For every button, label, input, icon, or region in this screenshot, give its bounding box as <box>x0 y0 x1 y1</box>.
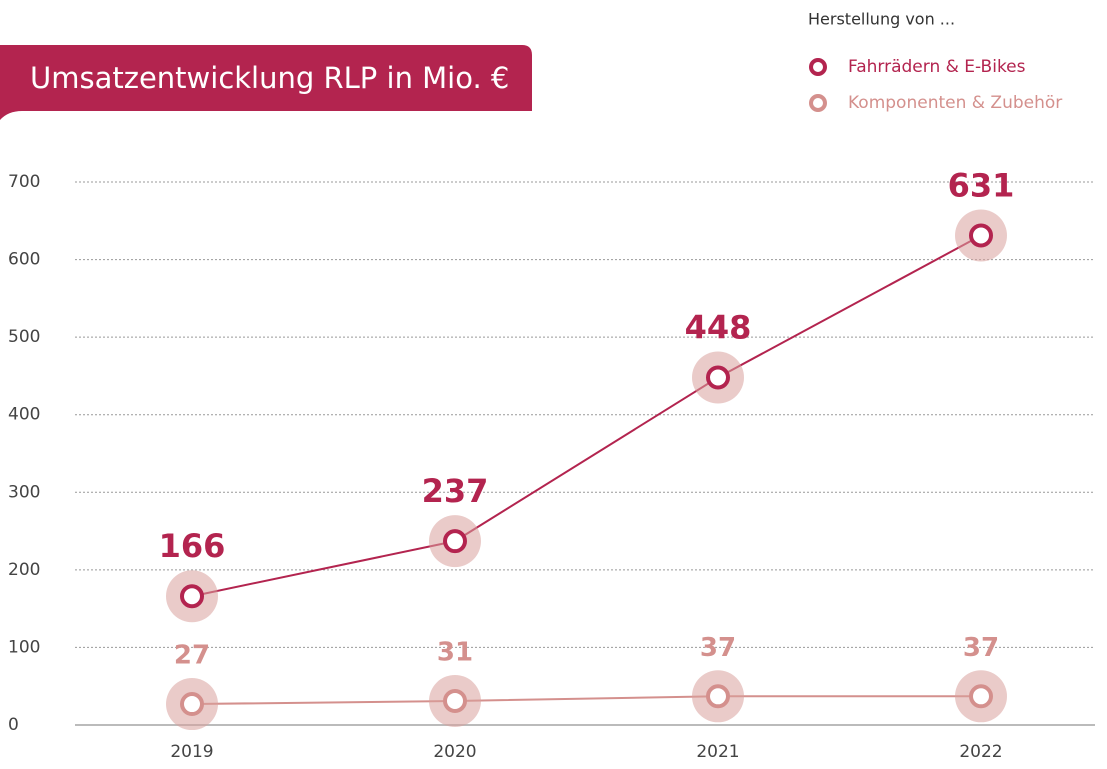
x-tick-label: 2019 <box>170 742 213 762</box>
point <box>443 529 467 554</box>
point <box>180 692 204 717</box>
legend-label: Komponenten & Zubehör <box>848 93 1062 113</box>
x-tick-label: 2022 <box>959 742 1002 762</box>
data-label: 31 <box>437 637 473 667</box>
data-label: 237 <box>422 472 489 510</box>
point <box>706 365 730 390</box>
y-tick-label: 500 <box>8 327 40 347</box>
x-tick-label: 2020 <box>433 742 476 762</box>
y-tick-label: 300 <box>8 482 40 502</box>
chart-title: Umsatzentwicklung RLP in Mio. € <box>30 61 509 95</box>
data-label: 166 <box>159 527 226 565</box>
y-tick-label: 200 <box>8 560 40 580</box>
series-line <box>191 234 982 598</box>
legend-title: Herstellung von ... <box>808 10 955 29</box>
data-label: 37 <box>700 633 736 663</box>
y-tick-label: 400 <box>8 405 40 425</box>
point <box>969 684 993 709</box>
data-label: 37 <box>963 633 999 663</box>
data-label: 631 <box>948 167 1015 205</box>
point <box>443 688 467 713</box>
series-line <box>191 695 981 706</box>
point <box>706 684 730 709</box>
y-tick-label: 100 <box>8 637 40 657</box>
x-tick-label: 2021 <box>696 742 739 762</box>
y-tick-label: 0 <box>8 715 19 735</box>
point <box>969 223 993 248</box>
legend-label: Fahrrädern & E-Bikes <box>848 57 1026 77</box>
point <box>180 584 204 609</box>
title-box <box>0 45 532 120</box>
y-tick-label: 600 <box>8 250 40 270</box>
data-label: 27 <box>174 641 210 671</box>
legend-marker <box>809 94 827 112</box>
data-label: 448 <box>685 308 752 346</box>
legend-marker <box>809 58 827 76</box>
y-tick-label: 700 <box>8 172 40 192</box>
